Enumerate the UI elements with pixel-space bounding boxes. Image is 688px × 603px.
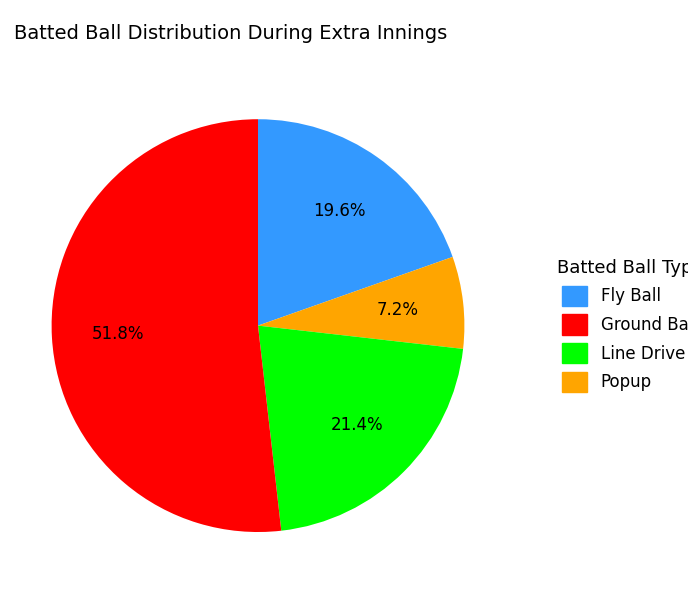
Wedge shape — [258, 119, 453, 326]
Text: Batted Ball Distribution During Extra Innings: Batted Ball Distribution During Extra In… — [14, 24, 447, 43]
Wedge shape — [258, 257, 464, 349]
Text: 19.6%: 19.6% — [313, 202, 365, 220]
Legend: Fly Ball, Ground Ball, Line Drive, Popup: Fly Ball, Ground Ball, Line Drive, Popup — [550, 253, 688, 399]
Text: 7.2%: 7.2% — [376, 301, 418, 319]
Text: 21.4%: 21.4% — [331, 416, 383, 434]
Text: 51.8%: 51.8% — [92, 324, 144, 343]
Wedge shape — [258, 326, 463, 531]
Wedge shape — [52, 119, 281, 532]
